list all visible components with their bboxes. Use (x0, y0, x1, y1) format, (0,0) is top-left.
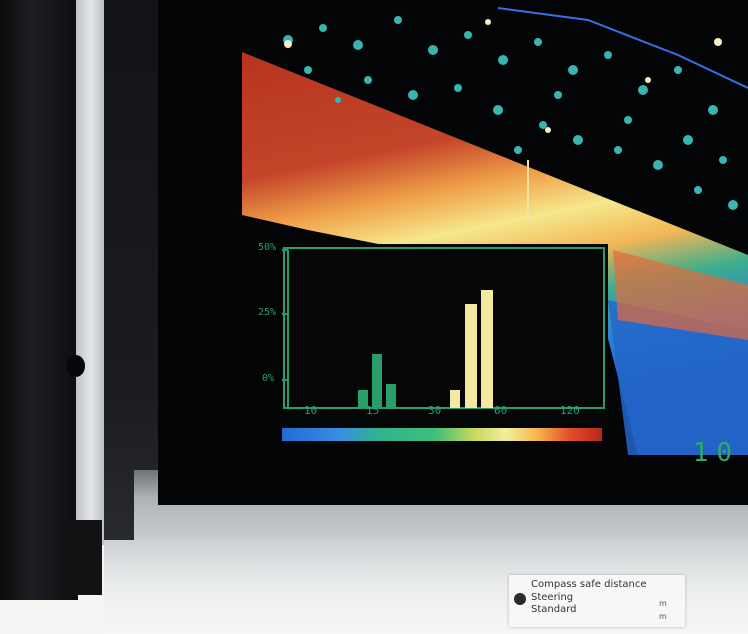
surface-trace-line (497, 7, 748, 89)
y-tick-label: 0% (262, 373, 275, 384)
histogram-bar (386, 384, 396, 408)
manufacturer-logo-icon (514, 593, 526, 605)
sticker-line-1: Compass safe distance (531, 579, 647, 590)
sticker-line-2: Steering (531, 592, 574, 603)
sticker-unit-steering: m (659, 599, 667, 608)
histogram-plot (282, 244, 608, 440)
equipment-side-panel (0, 0, 78, 600)
x-tick-label: 120 (560, 404, 580, 417)
x-tick-label: 15 (366, 404, 380, 417)
sticker-line-3: Standard (531, 604, 577, 615)
seabed-blue-tail (608, 300, 748, 455)
x-tick-label: 30 (428, 404, 442, 417)
depth-readout: 10 (692, 438, 740, 468)
seabed-warm-tail (613, 250, 748, 340)
histogram-bar (372, 354, 382, 408)
y-tick-label: 25% (258, 307, 277, 318)
histogram-frame (283, 247, 605, 409)
histogram-bar (481, 290, 493, 408)
fish-echoes (283, 16, 738, 210)
histogram-bar (465, 304, 477, 408)
equipment-foot (60, 520, 102, 595)
sticker-unit-standard: m (659, 612, 667, 621)
x-tick-label: 10 (304, 404, 318, 417)
control-knob[interactable] (67, 355, 85, 377)
equipment-side-trim (76, 0, 106, 545)
histogram-bar (358, 390, 368, 408)
echo-strength-color-scale (282, 428, 602, 441)
compass-safe-distance-label: Compass safe distance Steering Standard … (509, 575, 685, 627)
size-histogram-panel: 50% 25% 0% 10 15 30 60 120 (258, 242, 608, 440)
x-tick-label: 60 (494, 404, 508, 417)
strong-fish-echoes (284, 19, 722, 133)
y-tick-label: 50% (258, 242, 277, 253)
histogram-bar (450, 390, 460, 408)
